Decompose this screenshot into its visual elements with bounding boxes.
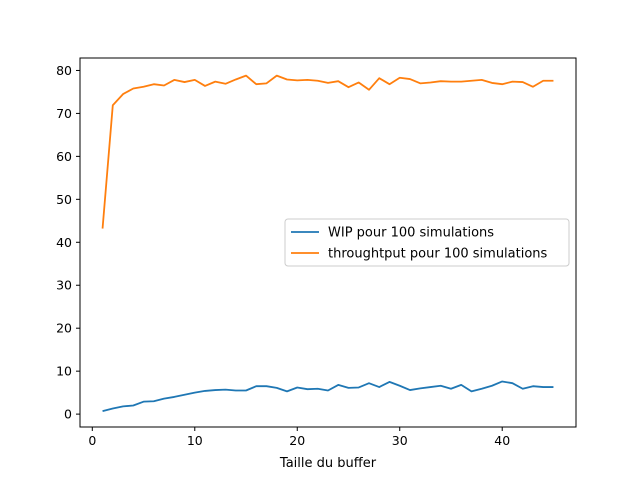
x-axis: 0 10 20 30 40 bbox=[88, 427, 510, 448]
legend-label-2: throughtput pour 100 simulations bbox=[328, 247, 548, 262]
legend: WIP pour 100 simulations throughtput pour… bbox=[284, 218, 570, 267]
y-tick-label: 30 bbox=[56, 278, 72, 293]
series-line-2 bbox=[101, 74, 554, 229]
x-tick-label: 30 bbox=[392, 433, 408, 448]
y-tick-label: 70 bbox=[56, 106, 72, 121]
x-tick-label: 40 bbox=[494, 433, 510, 448]
y-tick-label: 50 bbox=[56, 192, 72, 207]
y-tick-label: 40 bbox=[56, 235, 72, 250]
series-line-1 bbox=[102, 380, 554, 412]
plot-lines bbox=[101, 74, 554, 412]
x-tick-label: 20 bbox=[289, 433, 305, 448]
x-tick-label: 0 bbox=[88, 433, 96, 448]
x-tick-label: 10 bbox=[187, 433, 203, 448]
y-tick-label: 60 bbox=[56, 149, 72, 164]
y-tick-label: 0 bbox=[64, 407, 72, 422]
legend-label-1: WIP pour 100 simulations bbox=[328, 226, 494, 241]
y-axis: 0 10 20 30 40 50 60 70 80 bbox=[56, 63, 80, 422]
y-tick-label: 10 bbox=[56, 364, 72, 379]
x-axis-label: Taille du buffer bbox=[279, 456, 377, 471]
y-tick-label: 80 bbox=[56, 63, 72, 78]
y-tick-label: 20 bbox=[56, 321, 72, 336]
legend-box bbox=[284, 218, 570, 267]
